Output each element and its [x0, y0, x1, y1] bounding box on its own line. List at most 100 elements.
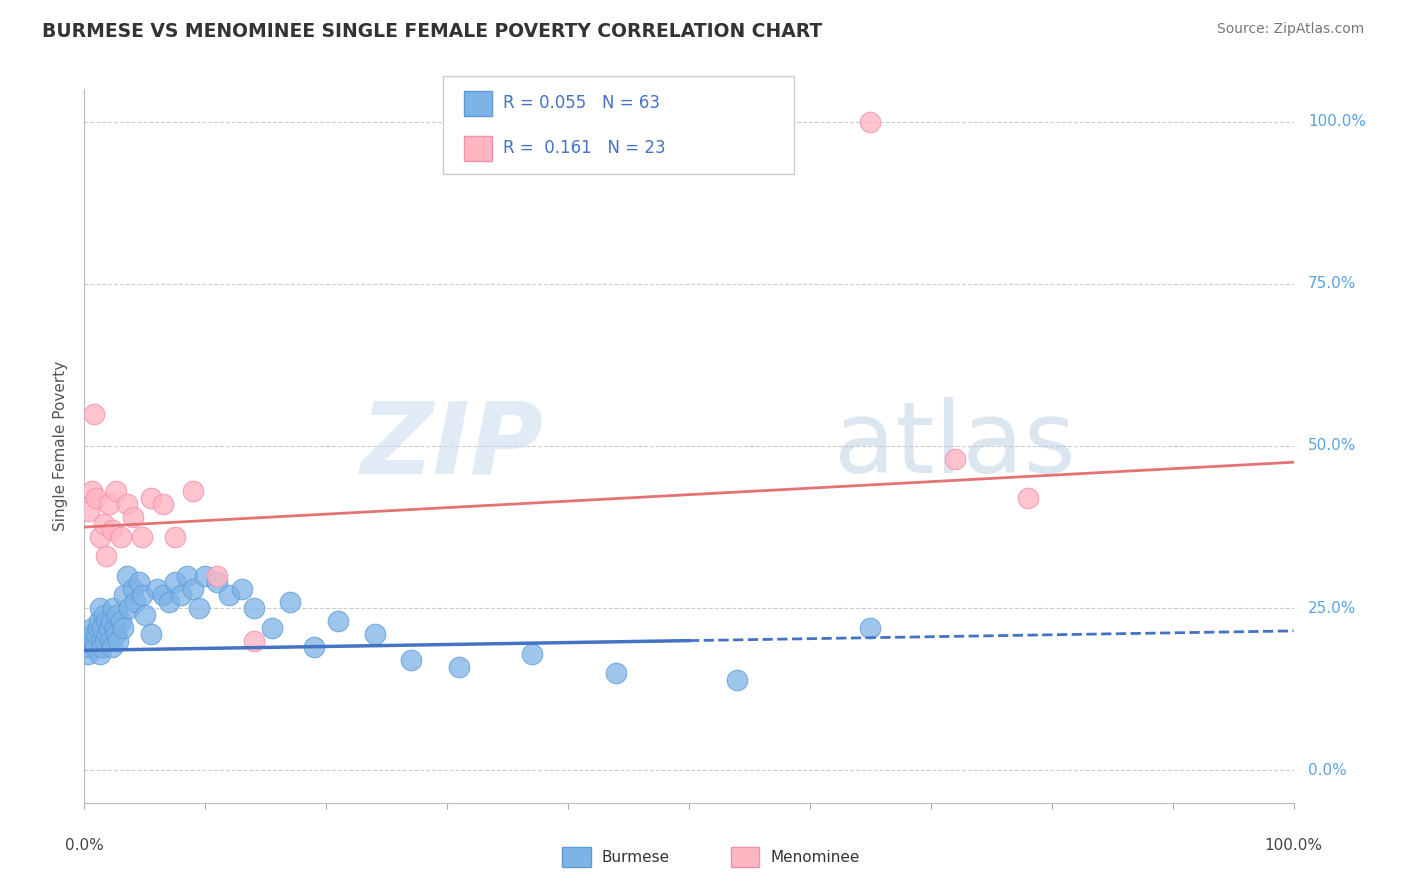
- Point: [89, 530, 111, 544]
- Point: [104, 484, 127, 499]
- Point: [242, 633, 264, 648]
- Point: [115, 497, 138, 511]
- Point: [218, 588, 240, 602]
- Text: R =  0.161   N = 23: R = 0.161 N = 23: [503, 139, 666, 157]
- Point: [170, 588, 193, 602]
- Text: 0.0%: 0.0%: [65, 838, 104, 854]
- Point: [103, 601, 125, 615]
- Point: [181, 484, 204, 499]
- Point: [231, 582, 253, 596]
- Point: [146, 582, 169, 596]
- Point: [112, 621, 135, 635]
- Point: [176, 568, 198, 582]
- Point: [520, 647, 543, 661]
- Point: [97, 621, 120, 635]
- Text: ZIP: ZIP: [361, 398, 544, 494]
- Point: [605, 666, 627, 681]
- Point: [134, 607, 156, 622]
- Point: [100, 614, 122, 628]
- Point: [101, 640, 124, 654]
- Point: [152, 588, 174, 602]
- Point: [93, 516, 115, 531]
- Point: [105, 607, 128, 622]
- Point: [80, 621, 103, 635]
- Point: [328, 614, 350, 628]
- Point: [77, 504, 100, 518]
- Point: [90, 633, 112, 648]
- Point: [131, 588, 153, 602]
- Point: [110, 530, 132, 544]
- Point: [82, 627, 104, 641]
- Point: [278, 595, 301, 609]
- Point: [97, 497, 120, 511]
- Point: [104, 621, 127, 635]
- Point: [188, 601, 211, 615]
- Point: [80, 484, 103, 499]
- Point: [115, 568, 138, 582]
- Text: 0.0%: 0.0%: [1308, 763, 1347, 778]
- Point: [124, 595, 146, 609]
- Point: [163, 575, 186, 590]
- Point: [399, 653, 422, 667]
- Point: [107, 633, 129, 648]
- Point: [207, 568, 229, 582]
- Point: [94, 614, 117, 628]
- Point: [91, 640, 114, 654]
- Point: [128, 575, 150, 590]
- Point: [96, 627, 118, 641]
- Point: [101, 524, 124, 538]
- Point: [87, 614, 110, 628]
- Point: [89, 647, 111, 661]
- Point: [110, 614, 132, 628]
- Point: [94, 549, 117, 564]
- Point: [83, 407, 105, 421]
- Point: [449, 659, 471, 673]
- Point: [77, 640, 100, 654]
- Point: [77, 647, 100, 661]
- Point: [121, 510, 143, 524]
- Text: 100.0%: 100.0%: [1308, 114, 1367, 129]
- Point: [1017, 491, 1039, 505]
- Point: [112, 588, 135, 602]
- Text: Menominee: Menominee: [770, 850, 860, 864]
- Point: [242, 601, 264, 615]
- Point: [89, 601, 111, 615]
- Point: [79, 633, 101, 648]
- Point: [163, 530, 186, 544]
- Point: [302, 640, 325, 654]
- Y-axis label: Single Female Poverty: Single Female Poverty: [53, 361, 69, 531]
- Text: 25.0%: 25.0%: [1308, 600, 1357, 615]
- Point: [121, 582, 143, 596]
- Point: [157, 595, 180, 609]
- Text: Source: ZipAtlas.com: Source: ZipAtlas.com: [1216, 22, 1364, 37]
- Point: [83, 633, 105, 648]
- Text: BURMESE VS MENOMINEE SINGLE FEMALE POVERTY CORRELATION CHART: BURMESE VS MENOMINEE SINGLE FEMALE POVER…: [42, 22, 823, 41]
- Point: [118, 601, 141, 615]
- Point: [260, 621, 283, 635]
- Point: [139, 627, 162, 641]
- Text: Burmese: Burmese: [602, 850, 669, 864]
- Point: [94, 633, 117, 648]
- Point: [104, 627, 127, 641]
- Point: [194, 568, 217, 582]
- Text: 50.0%: 50.0%: [1308, 439, 1357, 453]
- Point: [86, 627, 108, 641]
- Point: [943, 452, 966, 467]
- Point: [86, 621, 108, 635]
- Point: [91, 621, 114, 635]
- Point: [131, 530, 153, 544]
- Text: 100.0%: 100.0%: [1264, 838, 1323, 854]
- Point: [93, 607, 115, 622]
- Point: [86, 491, 108, 505]
- Point: [859, 114, 882, 128]
- Point: [84, 640, 107, 654]
- Point: [363, 627, 385, 641]
- Point: [207, 575, 229, 590]
- Point: [152, 497, 174, 511]
- Text: R = 0.055   N = 63: R = 0.055 N = 63: [503, 95, 661, 112]
- Text: 75.0%: 75.0%: [1308, 277, 1357, 292]
- Point: [859, 621, 882, 635]
- Point: [98, 633, 121, 648]
- Text: atlas: atlas: [834, 398, 1076, 494]
- Point: [725, 673, 748, 687]
